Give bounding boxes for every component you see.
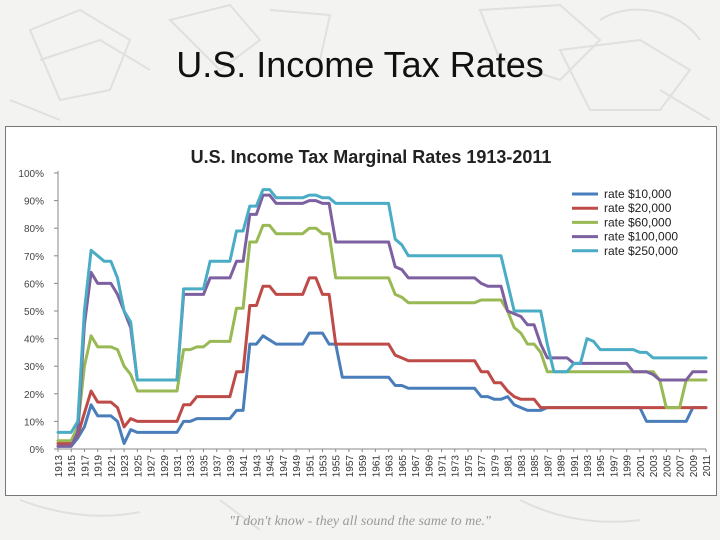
legend-label: rate $100,000 xyxy=(604,230,678,244)
x-tick-label: 1989 xyxy=(557,455,568,478)
x-tick-label: 1921 xyxy=(107,455,118,478)
x-tick-label: 1931 xyxy=(173,455,184,478)
x-tick-label: 1947 xyxy=(279,455,290,478)
y-tick-label: 40% xyxy=(24,335,44,346)
y-tick-label: 30% xyxy=(24,362,44,373)
x-tick-label: 1971 xyxy=(438,455,449,478)
x-tick-label: 1985 xyxy=(530,455,541,478)
y-tick-label: 50% xyxy=(24,307,44,318)
x-tick-label: 1991 xyxy=(570,455,581,478)
x-tick-label: 1953 xyxy=(318,455,329,478)
legend-label: rate $10,000 xyxy=(604,187,672,201)
x-tick-label: 2009 xyxy=(689,455,700,478)
x-tick-label: 1929 xyxy=(160,455,171,478)
slide-title: U.S. Income Tax Rates xyxy=(176,44,544,85)
x-tick-label: 1973 xyxy=(451,455,462,478)
x-tick-label: 1939 xyxy=(226,455,237,478)
legend-label: rate $60,000 xyxy=(604,215,672,229)
x-tick-label: 1965 xyxy=(398,455,409,478)
x-tick-label: 1913 xyxy=(54,455,65,478)
x-tick-label: 1927 xyxy=(147,455,158,478)
x-tick-label: 1955 xyxy=(332,455,343,478)
x-tick-label: 1999 xyxy=(623,455,634,478)
x-tick-label: 1915 xyxy=(67,455,78,478)
series-line-2 xyxy=(56,276,708,445)
y-tick-label: 60% xyxy=(24,279,44,290)
x-tick-label: 1997 xyxy=(609,455,620,478)
y-tick-label: 70% xyxy=(24,252,44,263)
x-tick-label: 1923 xyxy=(120,455,131,478)
chart-frame: U.S. Income Tax Marginal Rates 1913-2011… xyxy=(5,126,717,496)
x-tick-label: 1969 xyxy=(424,455,435,478)
y-tick-label: 80% xyxy=(24,224,44,235)
y-tick-label: 90% xyxy=(24,197,44,208)
x-tick-label: 2003 xyxy=(649,455,660,478)
x-tick-label: 1977 xyxy=(477,455,488,478)
x-tick-label: 1957 xyxy=(345,455,356,478)
x-tick-label: 1961 xyxy=(371,455,382,478)
x-tick-label: 1963 xyxy=(385,455,396,478)
x-tick-label: 1925 xyxy=(133,455,144,478)
x-axis: 1913 1915 1917 1919 1921 1923 1925 1927 1929 1931… xyxy=(54,449,713,477)
x-tick-label: 1983 xyxy=(517,455,528,478)
x-tick-label: 1933 xyxy=(186,455,197,478)
slide-caption: "I don't know - they all sound the same … xyxy=(229,514,491,529)
series-line-1 xyxy=(56,331,708,448)
x-tick-label: 1941 xyxy=(239,455,250,478)
x-tick-label: 1919 xyxy=(94,455,105,478)
x-tick-label: 2005 xyxy=(662,455,673,478)
x-tick-label: 1979 xyxy=(490,455,501,478)
x-tick-label: 1975 xyxy=(464,455,475,478)
x-tick-label: 1945 xyxy=(266,455,277,478)
x-tick-label: 1995 xyxy=(596,455,607,478)
x-tick-label: 1917 xyxy=(80,455,91,478)
legend-label: rate $250,000 xyxy=(604,244,678,258)
x-tick-label: 1981 xyxy=(504,455,515,478)
y-tick-label: 0% xyxy=(30,445,45,456)
line-chart: U.S. Income Tax Marginal Rates 1913-2011… xyxy=(18,147,713,477)
y-tick-label: 100% xyxy=(18,169,44,180)
y-tick-label: 20% xyxy=(24,390,44,401)
x-tick-label: 1959 xyxy=(358,455,369,478)
legend-label: rate $20,000 xyxy=(604,201,672,215)
y-axis: 0% 10% 20% 30% 40% 50% 60% 70% 80% 90% 100% xyxy=(18,169,706,456)
x-tick-label: 1967 xyxy=(411,455,422,478)
x-tick-label: 2001 xyxy=(636,455,647,478)
x-tick-label: 2011 xyxy=(702,455,713,477)
y-tick-label: 10% xyxy=(24,417,44,428)
series-lines xyxy=(56,188,708,448)
series-line-5 xyxy=(56,188,708,434)
x-tick-label: 1949 xyxy=(292,455,303,478)
x-tick-label: 1937 xyxy=(213,455,224,478)
x-tick-label: 1943 xyxy=(252,455,263,478)
x-tick-label: 1951 xyxy=(305,455,316,478)
x-tick-label: 1987 xyxy=(543,455,554,478)
x-tick-label: 1935 xyxy=(199,455,210,478)
x-tick-label: 2007 xyxy=(676,455,687,478)
chart-title: U.S. Income Tax Marginal Rates 1913-2011 xyxy=(191,147,552,167)
x-tick-label: 1993 xyxy=(583,455,594,478)
